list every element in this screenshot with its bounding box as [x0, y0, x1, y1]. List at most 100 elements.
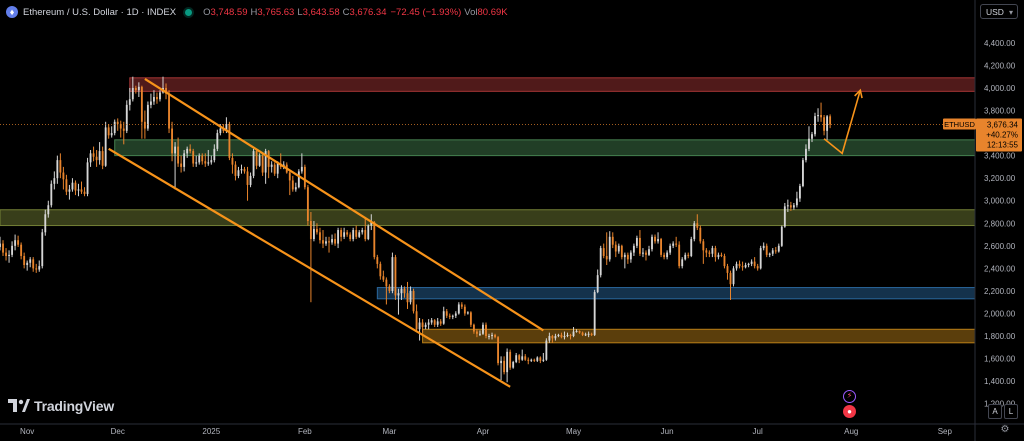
- candle: [521, 349, 524, 361]
- candle-body: [654, 236, 656, 242]
- x-tick-label: Jul: [753, 427, 763, 436]
- candle-body: [587, 333, 590, 335]
- candle-body: [663, 254, 666, 258]
- candle: [71, 178, 74, 192]
- candle-body: [35, 268, 38, 270]
- candle: [180, 155, 183, 173]
- candle: [759, 245, 762, 270]
- candle-body: [400, 288, 403, 294]
- candle: [826, 115, 829, 140]
- candle-body: [77, 189, 80, 191]
- candle-body: [309, 221, 312, 240]
- candle: [608, 231, 611, 262]
- candle-body: [361, 230, 364, 233]
- candle-body: [128, 99, 131, 105]
- candle: [500, 356, 503, 381]
- candle: [110, 126, 113, 138]
- candle: [696, 214, 699, 231]
- candle: [427, 319, 430, 330]
- currency-select[interactable]: USD: [980, 4, 1018, 20]
- candle-body: [249, 175, 252, 185]
- candle-body: [593, 292, 596, 335]
- candle-body: [469, 312, 472, 325]
- candle-body: [693, 223, 696, 240]
- candle: [560, 332, 563, 339]
- symbol-title[interactable]: Ethereum / U.S. Dollar · 1D · INDEX: [23, 6, 177, 18]
- candle: [358, 230, 361, 238]
- candle: [430, 318, 433, 325]
- candle-body: [792, 205, 795, 208]
- candle-body: [424, 324, 427, 328]
- lightning-event-icon[interactable]: ⚡: [843, 390, 856, 403]
- candle-body: [509, 351, 512, 368]
- candle-body: [225, 124, 228, 131]
- candle: [421, 319, 424, 333]
- candle-body: [506, 351, 509, 373]
- zone-blue-zone: [376, 287, 976, 300]
- candle-body: [165, 87, 167, 94]
- y-tick-label: 2,000.00: [984, 309, 1016, 318]
- candle-body: [494, 334, 496, 338]
- high-key: H: [250, 6, 258, 18]
- log-scale-button[interactable]: L: [1004, 404, 1018, 419]
- candle-body: [463, 306, 466, 314]
- candle: [774, 246, 777, 254]
- candle: [777, 243, 780, 253]
- candle-body: [343, 232, 346, 237]
- x-tick-label: Feb: [298, 427, 312, 436]
- candle-body: [116, 121, 119, 125]
- candle-body: [276, 163, 279, 174]
- candle: [349, 232, 352, 242]
- candle-body: [59, 160, 62, 173]
- candle-body: [521, 356, 524, 360]
- candle: [159, 90, 161, 102]
- candle-body: [270, 164, 273, 167]
- us-flag-event-icon[interactable]: ●: [843, 405, 856, 418]
- candle-body: [255, 151, 258, 166]
- candle-body: [557, 334, 560, 337]
- candle: [632, 243, 635, 256]
- candle: [291, 175, 294, 192]
- candle: [672, 241, 675, 249]
- gear-icon[interactable]: ⚙: [1000, 424, 1010, 435]
- candle: [373, 221, 376, 260]
- candle: [563, 331, 566, 340]
- candle: [587, 331, 590, 338]
- candle-body: [762, 245, 765, 249]
- candle: [47, 200, 50, 218]
- candle-body: [705, 250, 708, 253]
- candle-body: [92, 153, 95, 157]
- candle-body: [267, 151, 270, 167]
- candle-body: [273, 164, 276, 174]
- candle: [820, 102, 822, 122]
- candle-body: [639, 237, 641, 254]
- candle: [472, 323, 475, 334]
- candle-body: [678, 244, 681, 267]
- candle-body: [666, 252, 669, 258]
- candle-body: [156, 96, 158, 100]
- auto-scale-button[interactable]: A: [988, 404, 1002, 419]
- candle-body: [243, 169, 246, 172]
- candle-body: [451, 315, 454, 317]
- candle: [23, 252, 26, 269]
- candle-body: [572, 331, 575, 337]
- candle-body: [62, 172, 65, 180]
- tradingview-logo[interactable]: TradingView: [8, 398, 114, 414]
- candle-body: [581, 332, 584, 335]
- candle: [675, 236, 678, 247]
- candle: [340, 227, 343, 242]
- candle-body: [306, 187, 309, 222]
- y-tick-label: 4,200.00: [984, 61, 1016, 70]
- candle-body: [551, 336, 554, 339]
- candle-body: [629, 252, 632, 260]
- candle-body: [485, 324, 487, 337]
- candle: [572, 327, 575, 338]
- candle-body: [177, 146, 180, 164]
- candle-body: [699, 227, 702, 242]
- candle: [149, 93, 152, 109]
- x-tick-label: Jun: [661, 427, 674, 436]
- candle: [294, 182, 297, 192]
- candle: [261, 153, 264, 176]
